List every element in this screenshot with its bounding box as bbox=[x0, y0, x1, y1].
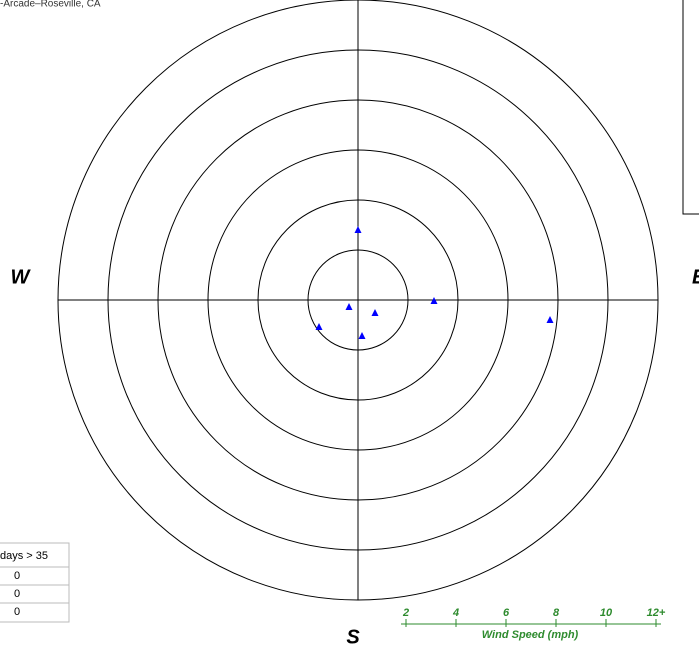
table-cell: 0 bbox=[14, 606, 20, 618]
wind-point bbox=[354, 226, 362, 233]
scale-tick-label: 2 bbox=[402, 607, 409, 619]
wind-point bbox=[315, 323, 323, 330]
wind-point bbox=[430, 297, 438, 304]
legend-box bbox=[682, 0, 699, 215]
wind-point bbox=[358, 332, 366, 339]
table-cell: 0 bbox=[14, 570, 20, 582]
table-header: days > 35 bbox=[0, 550, 48, 562]
wind-point bbox=[371, 309, 379, 316]
scale-tick-label: 10 bbox=[600, 607, 613, 619]
table-cell: 0 bbox=[14, 588, 20, 600]
wind-point bbox=[345, 303, 353, 310]
scale-tick-label: 6 bbox=[503, 607, 510, 619]
axis-label: Wind Speed (mph) bbox=[482, 629, 579, 641]
chart-title: -Arcade–Roseville, CA bbox=[0, 0, 101, 10]
scale-tick-label: 4 bbox=[452, 607, 459, 619]
compass-south: S bbox=[346, 626, 360, 648]
table: days > 35 0 0 0 bbox=[0, 542, 70, 623]
table-frame bbox=[0, 542, 70, 623]
scale-tick-label: 12+ bbox=[647, 607, 666, 619]
wind-point bbox=[546, 316, 554, 323]
compass-west: W bbox=[11, 266, 32, 288]
scale-tick-label: 8 bbox=[553, 607, 560, 619]
compass-east: E bbox=[692, 266, 699, 288]
